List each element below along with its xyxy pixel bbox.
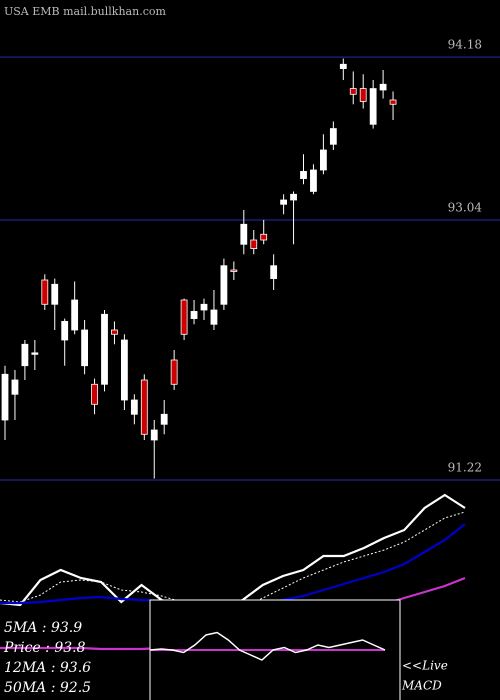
candle-body xyxy=(300,171,307,179)
y-tick-label: 94.18 xyxy=(448,38,482,52)
candle-body xyxy=(111,329,118,335)
y-tick-label: 91.22 xyxy=(448,461,482,475)
candle-body xyxy=(240,223,248,245)
live-label: <<Live xyxy=(402,659,448,673)
legend-entry: 12MA : 93.6 xyxy=(4,660,91,676)
candle-body xyxy=(359,88,367,102)
legend-entry: Price : 93.8 xyxy=(3,640,86,656)
candle-body xyxy=(260,233,268,241)
legend-entry: 5MA : 93.9 xyxy=(4,620,82,636)
macd-line xyxy=(149,631,386,661)
candle-body xyxy=(329,128,337,145)
candle-body xyxy=(200,303,208,311)
candle-body xyxy=(319,149,327,171)
candle-body xyxy=(91,383,98,405)
candle-body xyxy=(190,311,198,319)
candle-body xyxy=(21,343,29,367)
candle-body xyxy=(280,199,288,205)
candle-body xyxy=(270,265,278,279)
legend-entry: 50MA : 92.5 xyxy=(4,680,91,696)
candle-body xyxy=(31,352,39,355)
candle-body xyxy=(1,373,9,421)
candle-body xyxy=(81,329,88,367)
candle-body xyxy=(61,321,69,341)
candle-body xyxy=(389,99,397,105)
candle-body xyxy=(150,429,158,441)
candle-body xyxy=(339,63,347,69)
candle-body xyxy=(210,309,218,325)
candle-body xyxy=(379,83,387,91)
candle-body xyxy=(11,379,19,395)
indicator-line xyxy=(0,511,466,613)
candle-body xyxy=(250,239,258,249)
macd-title: MACD xyxy=(401,679,442,693)
candle-body xyxy=(140,379,148,435)
candle-body xyxy=(51,283,59,305)
candle-body xyxy=(121,339,128,401)
candle-body xyxy=(71,299,79,331)
candle-body xyxy=(369,88,377,125)
candle-body xyxy=(310,169,317,192)
candle-body xyxy=(130,399,138,415)
candle-body xyxy=(41,279,49,305)
candle-body xyxy=(290,193,297,201)
candle-body xyxy=(170,359,178,385)
candle-body xyxy=(180,299,188,335)
candle-body xyxy=(220,265,228,305)
y-tick-label: 93.04 xyxy=(448,201,483,215)
chart-title: USA EMB mail.bullkhan.com xyxy=(4,5,166,18)
candle-body xyxy=(349,88,357,95)
candle-body xyxy=(230,269,238,272)
candle-body xyxy=(101,313,108,385)
candle-body xyxy=(160,413,168,425)
